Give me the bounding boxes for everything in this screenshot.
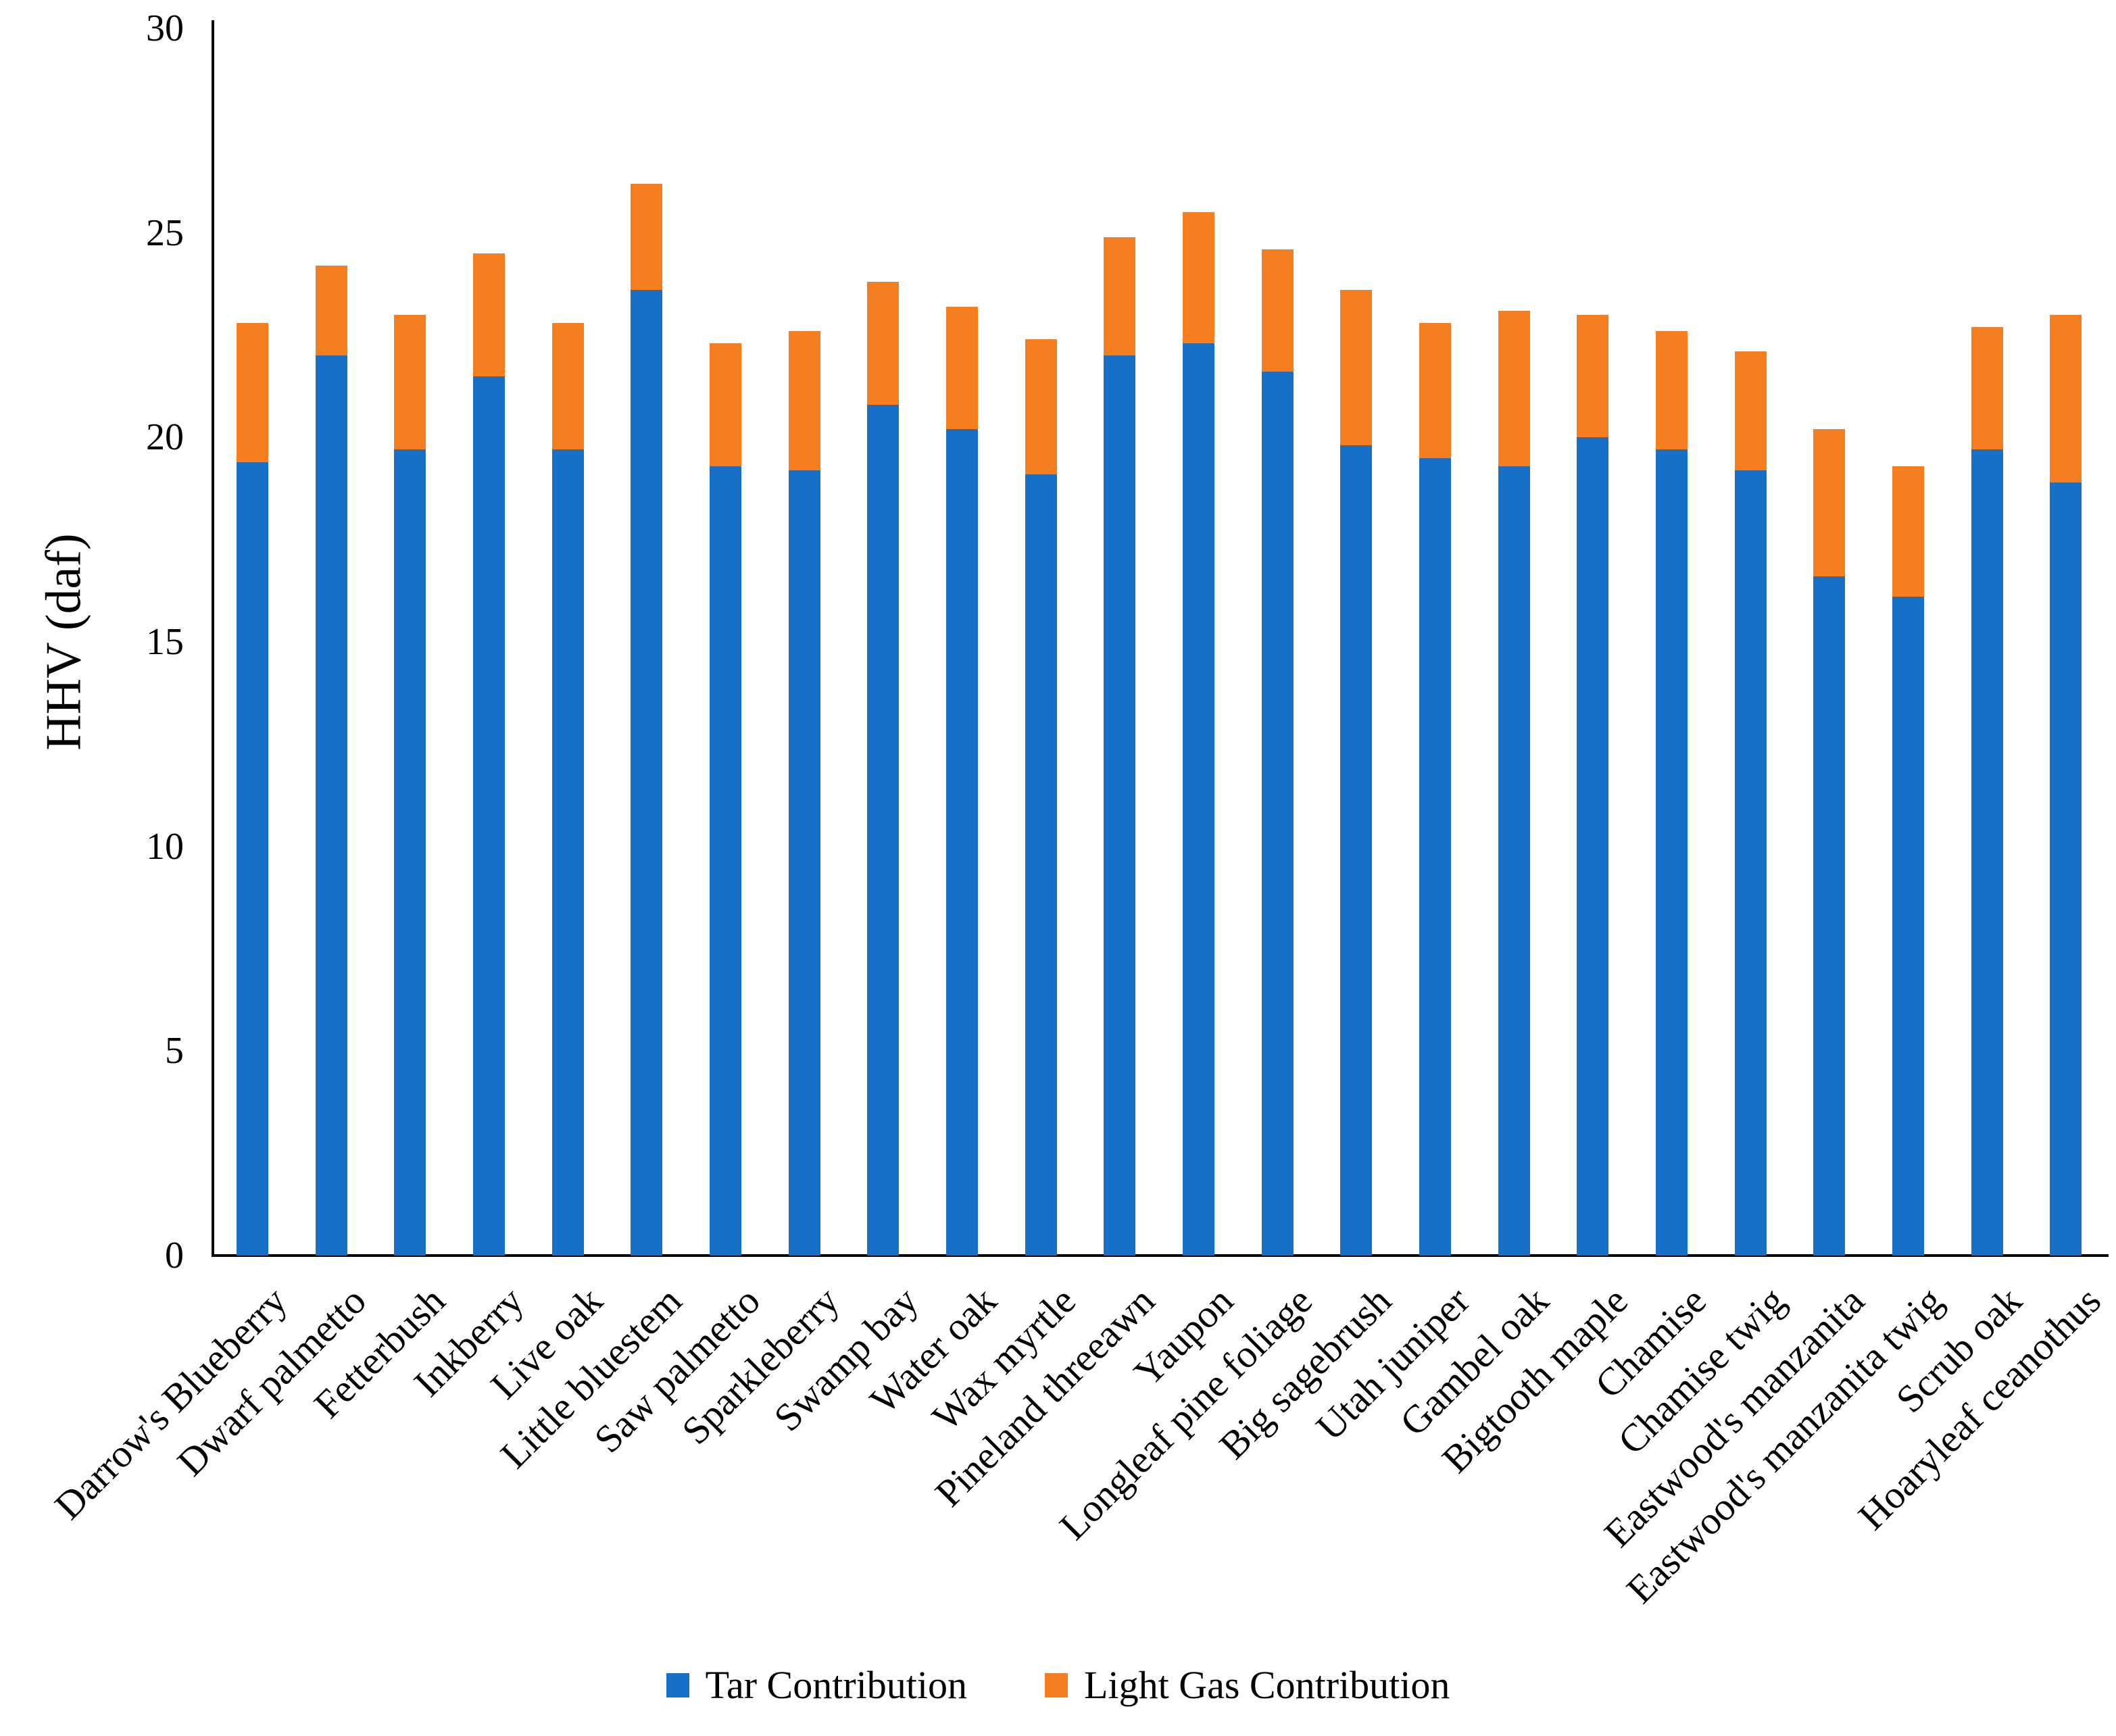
bar-segment-light-gas-little-bluestem bbox=[631, 184, 663, 291]
bar-segment-light-gas-gambel-oak bbox=[1498, 310, 1530, 466]
bar-segment-tar-gambel-oak bbox=[1498, 466, 1530, 1256]
bar-segment-tar-chamise bbox=[1655, 449, 1688, 1256]
bar-segment-light-gas-chamise-twig bbox=[1734, 351, 1767, 470]
tar-swatch-icon bbox=[666, 1673, 689, 1697]
bar-segment-light-gas-sparkleberry bbox=[788, 330, 820, 470]
bar-segment-tar-big-sagebrush bbox=[1340, 445, 1373, 1256]
bar-segment-tar-longleaf-pine-foliage bbox=[1261, 372, 1294, 1256]
bar-segment-tar-utah-juniper bbox=[1419, 457, 1451, 1256]
y-tick-label-15: 15 bbox=[146, 621, 184, 663]
bar-segment-tar-water-oak bbox=[945, 429, 978, 1256]
bar-segment-light-gas-big-sagebrush bbox=[1340, 290, 1373, 446]
bar-segment-light-gas-live-oak bbox=[551, 322, 584, 450]
y-tick-label-20: 20 bbox=[146, 416, 184, 459]
y-tick-label-25: 25 bbox=[146, 212, 184, 254]
legend: Tar Contribution Light Gas Contribution bbox=[0, 1664, 2116, 1707]
bar-segment-light-gas-bigtooth-maple bbox=[1577, 314, 1609, 438]
light-gas-swatch-icon bbox=[1045, 1673, 1068, 1697]
legend-item-tar: Tar Contribution bbox=[666, 1664, 967, 1707]
bar-segment-tar-bigtooth-maple bbox=[1577, 437, 1609, 1256]
bar-segment-tar-inkberry bbox=[472, 376, 505, 1256]
bar-segment-light-gas-darrow-s-blueberry bbox=[236, 322, 268, 462]
bar-segment-light-gas-wax-myrtle bbox=[1025, 339, 1057, 474]
bar-segment-tar-fetterbush bbox=[394, 449, 426, 1256]
bar-segment-light-gas-chamise bbox=[1655, 330, 1688, 450]
bar-segment-tar-yaupon bbox=[1182, 343, 1214, 1256]
bar-segment-light-gas-inkberry bbox=[472, 253, 505, 376]
y-axis-line bbox=[212, 20, 214, 1257]
bar-segment-tar-pineland-threeawn bbox=[1104, 355, 1136, 1256]
bar-segment-light-gas-scrub-oak bbox=[1971, 326, 2003, 450]
y-tick-label-0: 0 bbox=[165, 1235, 184, 1276]
bar-segment-tar-live-oak bbox=[551, 449, 584, 1256]
bar-segment-light-gas-saw-palmetto bbox=[709, 343, 741, 466]
bar-segment-tar-eastwood-s-manzanita-twig bbox=[1892, 597, 1924, 1256]
bar-segment-tar-hoaryleaf-ceanothus bbox=[2050, 482, 2082, 1256]
bar-segment-light-gas-yaupon bbox=[1182, 212, 1214, 344]
bar-segment-light-gas-dwarf-palmetto bbox=[315, 266, 347, 356]
bar-segment-tar-saw-palmetto bbox=[709, 466, 741, 1256]
legend-label-tar: Tar Contribution bbox=[705, 1663, 968, 1707]
bar-segment-tar-eastwood-s-manzanita bbox=[1813, 576, 1846, 1256]
bar-segment-light-gas-eastwood-s-manzanita-twig bbox=[1892, 466, 1924, 597]
bar-segment-light-gas-utah-juniper bbox=[1419, 322, 1451, 458]
x-axis-line bbox=[212, 1254, 2109, 1257]
bar-segment-tar-sparkleberry bbox=[788, 470, 820, 1256]
legend-item-light-gas: Light Gas Contribution bbox=[1045, 1664, 1450, 1707]
bar-segment-tar-dwarf-palmetto bbox=[315, 355, 347, 1256]
bar-segment-tar-chamise-twig bbox=[1734, 470, 1767, 1256]
bar-segment-light-gas-pineland-threeawn bbox=[1104, 237, 1136, 356]
bar-segment-light-gas-longleaf-pine-foliage bbox=[1261, 249, 1294, 372]
bar-segment-tar-swamp-bay bbox=[867, 404, 900, 1256]
y-tick-label-30: 30 bbox=[146, 7, 184, 49]
bar-segment-light-gas-eastwood-s-manzanita bbox=[1813, 429, 1846, 577]
bar-segment-tar-wax-myrtle bbox=[1025, 474, 1057, 1256]
legend-label-light-gas: Light Gas Contribution bbox=[1084, 1663, 1450, 1707]
bar-segment-light-gas-water-oak bbox=[945, 306, 978, 430]
y-tick-label-10: 10 bbox=[146, 825, 184, 868]
y-tick-label-5: 5 bbox=[165, 1030, 184, 1072]
bar-segment-light-gas-hoaryleaf-ceanothus bbox=[2050, 314, 2082, 482]
bar-segment-tar-scrub-oak bbox=[1971, 449, 2003, 1256]
bar-segment-tar-darrow-s-blueberry bbox=[236, 462, 268, 1256]
bar-segment-light-gas-swamp-bay bbox=[867, 282, 900, 405]
bar-segment-light-gas-fetterbush bbox=[394, 314, 426, 450]
bar-segment-tar-little-bluestem bbox=[631, 290, 663, 1256]
